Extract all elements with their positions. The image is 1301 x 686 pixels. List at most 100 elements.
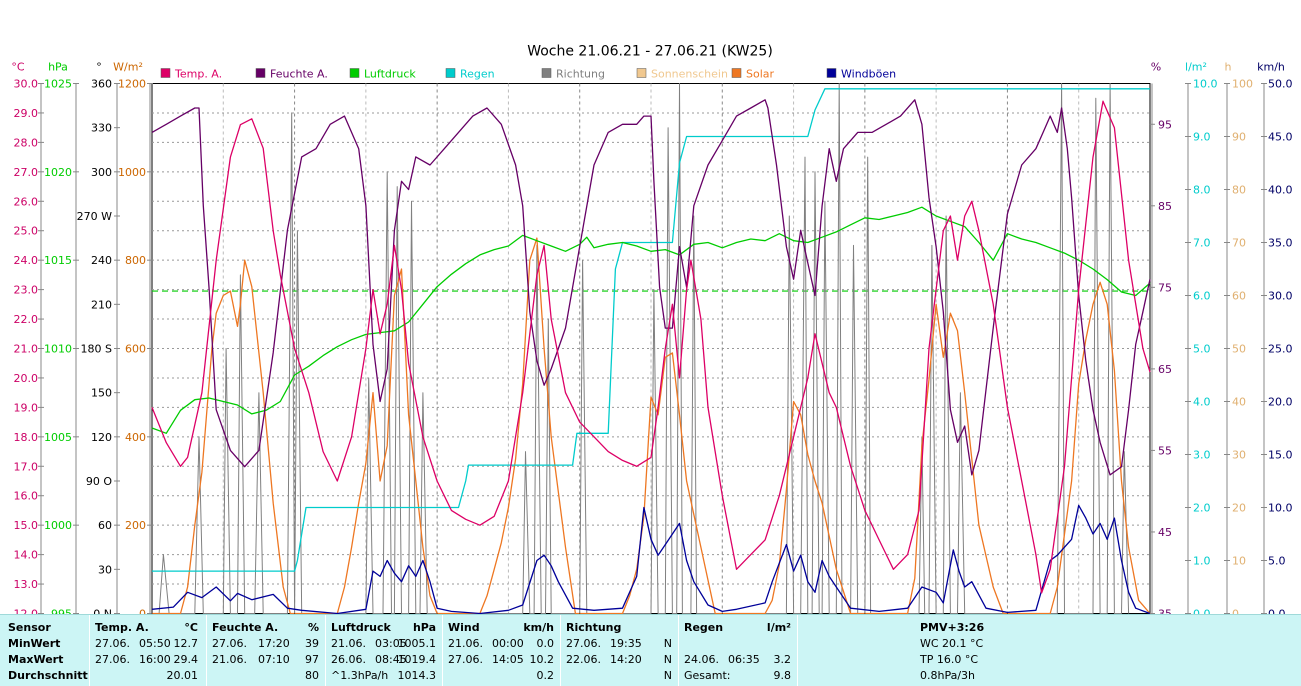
rain-unit-label: l/m² <box>1185 61 1207 74</box>
chart-title: Woche 21.06.21 - 27.06.21 (KW25) <box>527 44 773 60</box>
table-cell-time: 14:20 <box>610 653 642 666</box>
temp-tick-label: 24.0 <box>14 254 39 267</box>
rain-tick-label: 9.0 <box>1193 131 1211 144</box>
direction-tick-label: 60 <box>98 519 112 532</box>
statistics-table: Sensor MinWert MaxWert Durchschnitt Temp. A.… <box>0 614 1301 686</box>
table-header-rain: Regen <box>684 621 724 634</box>
rain-tick-label: 4.0 <box>1193 396 1211 409</box>
table-col-pressure: Luftdruck hPa 21.06. 03:05 1005.1 26.06. 08:45… <box>325 615 442 686</box>
table-cell-value: 97 <box>305 653 319 666</box>
sunshine-tick-label: 50 <box>1232 343 1246 356</box>
table-cell-pmv: TP 16.0 °C <box>920 653 979 666</box>
table-cell-value: 3.2 <box>773 653 792 666</box>
table-unit-pressure: hPa <box>412 621 436 634</box>
sunshine-tick-label: 10 <box>1232 555 1246 568</box>
pressure-tick-label: 1025 <box>44 78 72 91</box>
temp-tick-label: 19.0 <box>14 401 39 414</box>
table-cell-time: 17:20 <box>258 637 290 650</box>
table-cell-time: 16:00 <box>139 653 171 666</box>
axes: 12.013.014.015.016.017.018.019.020.021.0… <box>11 61 1292 621</box>
table-cell-value: 39 <box>305 637 319 650</box>
legend-swatch-0 <box>160 68 171 78</box>
table-cell-time: 00:00 <box>492 637 524 650</box>
temp-tick-label: 18.0 <box>14 431 39 444</box>
temp-tick-label: 23.0 <box>14 284 39 297</box>
wind-unit-label: km/h <box>1257 61 1285 74</box>
legend-swatch-3 <box>445 68 456 78</box>
series-layer <box>151 83 1151 615</box>
table-col-humidity: Feuchte A.% 27.06. 17:20 39 21.06. 07:10 97 80 <box>206 615 325 686</box>
table-cell-date: ^1.3hPa/h <box>331 669 389 682</box>
table-cell-time: 19:35 <box>610 637 642 650</box>
rain-tick-label: 10.0 <box>1193 78 1218 91</box>
pressure-tick-label: 1005 <box>44 431 72 444</box>
sunshine-tick-label: 100 <box>1232 78 1253 91</box>
table-cell-value: 0.0 <box>536 637 555 650</box>
humidity-tick-label: 95 <box>1158 118 1172 131</box>
temp-tick-label: 20.0 <box>14 372 39 385</box>
series-temp-a <box>151 100 1151 594</box>
pressure-unit-label: hPa <box>48 61 68 74</box>
table-header-wind: Wind <box>448 621 480 634</box>
table-unit-rain: l/m² <box>766 621 791 634</box>
series-richtung <box>158 83 1130 614</box>
direction-tick-label: 30 <box>98 563 112 576</box>
wind-tick-label: 50.0 <box>1268 78 1293 91</box>
sunshine-tick-label: 80 <box>1232 184 1246 197</box>
wind-tick-label: 35.0 <box>1268 237 1293 250</box>
solar-tick-label: 400 <box>125 431 146 444</box>
direction-tick-label: 150 <box>91 387 112 400</box>
sunshine-tick-label: 70 <box>1232 237 1246 250</box>
table-cell-date: 27.06. <box>212 637 247 650</box>
direction-tick-label: 330 <box>91 122 112 135</box>
table-cell-date: 21.06. <box>448 637 483 650</box>
temp-tick-label: 16.0 <box>14 490 39 503</box>
legend-label-1: Feuchte A. <box>270 68 328 81</box>
table-header-humidity: Feuchte A. <box>212 621 279 634</box>
temp-tick-label: 26.0 <box>14 195 39 208</box>
direction-tick-label: 90 O <box>86 475 112 488</box>
table-header-sensor: Sensor <box>8 621 51 634</box>
table-cell-date: 26.06. <box>331 653 366 666</box>
table-cell-date: 21.06. <box>331 637 366 650</box>
rain-tick-label: 3.0 <box>1193 449 1211 462</box>
table-col-sensor: Sensor MinWert MaxWert Durchschnitt <box>0 615 88 686</box>
table-cell-time: 05:50 <box>139 637 171 650</box>
table-cell-time: 03:05 <box>375 637 407 650</box>
legend-label-0: Temp. A. <box>174 68 222 81</box>
humidity-tick-label: 55 <box>1158 444 1172 457</box>
direction-tick-label: 180 S <box>81 343 112 356</box>
humidity-unit-label: % <box>1151 61 1161 74</box>
wind-tick-label: 5.0 <box>1268 555 1286 568</box>
table-cell-value: N <box>663 653 672 666</box>
sunshine-tick-label: 90 <box>1232 131 1246 144</box>
humidity-tick-label: 65 <box>1158 363 1172 376</box>
rain-tick-label: 7.0 <box>1193 237 1211 250</box>
table-cell-date: Gesamt: <box>684 669 731 682</box>
temp-tick-label: 25.0 <box>14 225 39 238</box>
table-cell-date: 22.06. <box>566 653 601 666</box>
table-row-label: Durchschnitt <box>8 669 88 682</box>
wind-tick-label: 25.0 <box>1268 343 1293 356</box>
solar-unit-label: W/m² <box>113 61 143 74</box>
legend-swatch-1 <box>255 68 266 78</box>
wind-tick-label: 40.0 <box>1268 184 1293 197</box>
table-cell-value: 10.2 <box>529 653 555 666</box>
direction-tick-label: 240 <box>91 254 112 267</box>
temp-tick-label: 17.0 <box>14 460 39 473</box>
table-cell-value: 80 <box>305 669 319 682</box>
table-cell-time: 14:05 <box>492 653 524 666</box>
pressure-tick-label: 1020 <box>44 166 72 179</box>
pressure-tick-label: 1000 <box>44 519 72 532</box>
solar-tick-label: 800 <box>125 254 146 267</box>
temp-tick-label: 22.0 <box>14 313 39 326</box>
legend-label-6: Solar <box>746 68 775 81</box>
humidity-tick-label: 45 <box>1158 526 1172 539</box>
sunshine-unit-label: h <box>1225 61 1232 74</box>
table-cell-pmv: WC 20.1 °C <box>920 637 984 650</box>
legend-label-3: Regen <box>460 68 495 81</box>
table-cell-value: N <box>663 669 672 682</box>
sunshine-tick-label: 40 <box>1232 396 1246 409</box>
sunshine-tick-label: 30 <box>1232 449 1246 462</box>
